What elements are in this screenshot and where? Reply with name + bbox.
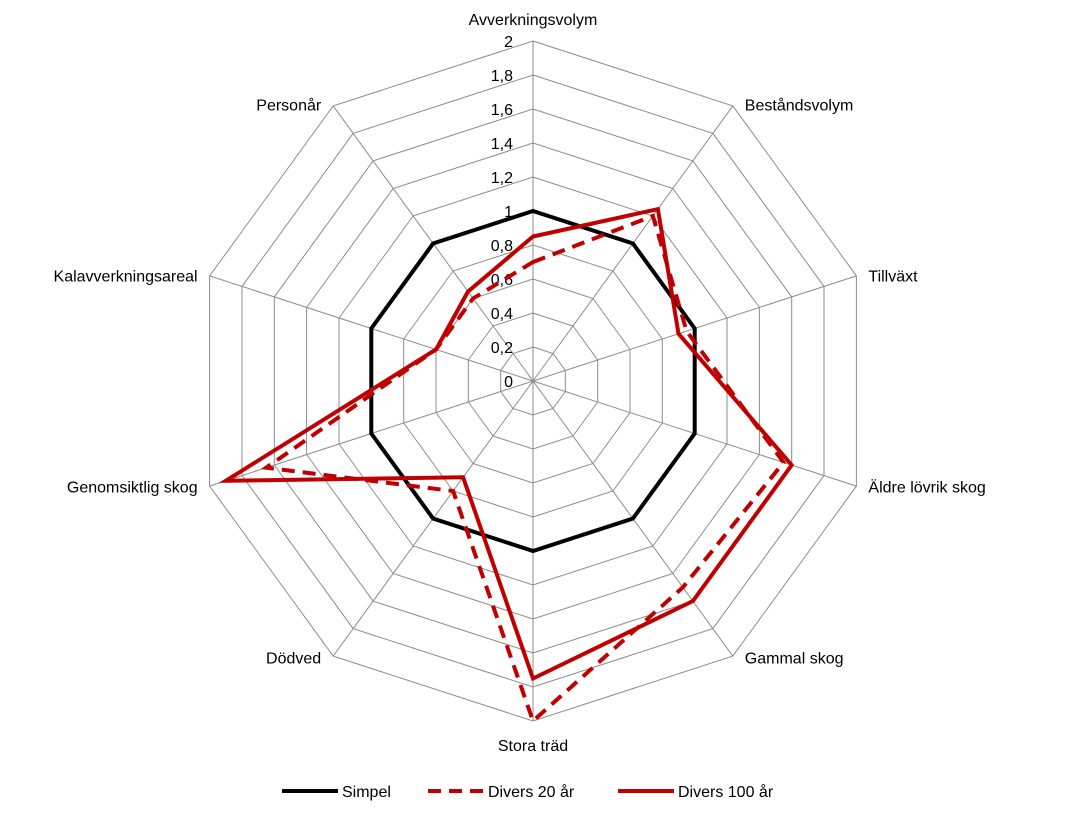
tick-label: 0,4 [491,306,513,323]
legend-label-1: Divers 20 år [488,783,575,801]
category-labels: Avverkningsvolym Beståndsvolym Tillväxt Äld… [54,12,986,755]
tick-label: 1,8 [491,68,513,85]
category-label: Dödved [266,651,321,668]
series-lines [218,206,795,725]
category-label: Äldre lövrik skog [868,479,985,497]
series-line-1 [260,213,787,725]
tick-label: 0 [504,374,513,391]
category-label: Avverkningsvolym [469,12,598,29]
category-label: Tillväxt [868,268,918,285]
category-label: Gammal skog [745,651,844,668]
tick-label: 1,4 [491,136,513,153]
tick-label: 1,6 [491,102,513,119]
category-label: Stora träd [498,738,568,755]
legend-label-2: Divers 100 år [678,783,774,801]
tick-label: 2 [504,34,513,51]
legend: Simpel Divers 20 år Divers 100 år [282,783,774,801]
category-label: Genomsiktlig skog [67,480,198,497]
tick-label: 1,2 [491,170,513,187]
tick-label: 0,8 [491,238,513,255]
tick-label: 0,2 [491,340,513,357]
legend-label-0: Simpel [342,784,391,801]
category-label: Personår [256,96,322,114]
grid [209,40,857,722]
category-label: Kalavverkningsareal [54,268,198,285]
tick-label: 1 [504,204,513,221]
series-line-2 [218,206,795,682]
category-label: Beståndsvolym [745,96,854,114]
